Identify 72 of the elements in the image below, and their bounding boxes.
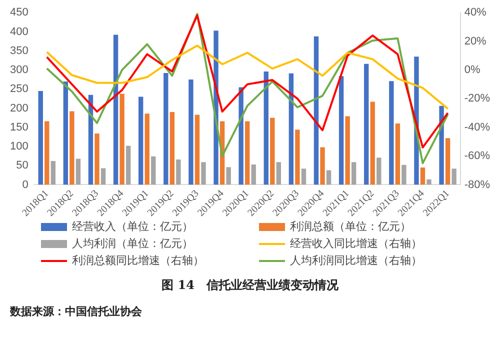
bar — [244, 121, 250, 185]
y-tick-label: 450 — [10, 6, 28, 19]
bar — [270, 118, 275, 185]
bar — [50, 161, 56, 185]
bar — [170, 112, 175, 185]
bar — [395, 124, 400, 185]
legend-label: 经营收入（单位：亿元） — [72, 219, 193, 234]
y-tick-label: 150 — [10, 121, 28, 134]
bar — [194, 114, 200, 185]
y2-tick-label: -20% — [464, 92, 490, 105]
bar — [452, 168, 456, 185]
bar — [314, 36, 319, 185]
bar — [44, 121, 50, 185]
bar — [76, 158, 81, 185]
bar — [420, 168, 426, 185]
bar — [370, 102, 375, 185]
bar — [94, 133, 100, 185]
bar — [445, 138, 450, 185]
bar — [226, 167, 231, 185]
bar — [38, 91, 43, 185]
bar — [389, 81, 394, 185]
bar — [138, 96, 144, 185]
bar — [238, 87, 244, 185]
bar — [70, 111, 74, 185]
bar — [402, 164, 406, 185]
y-tick-label: 200 — [10, 102, 28, 114]
bar — [301, 168, 306, 185]
source-note: 数据来源：中国信托业协会 — [10, 304, 143, 319]
bar — [126, 146, 131, 185]
y-tick-label: 400 — [10, 26, 28, 38]
bar — [364, 64, 369, 185]
y-tick-label: 50 — [16, 160, 28, 172]
bar — [338, 76, 344, 185]
bar — [288, 73, 294, 185]
bar — [320, 147, 325, 185]
y2-tick-label: 40% — [464, 6, 487, 19]
bar — [439, 106, 444, 185]
y2-tick-label: 20% — [464, 35, 487, 48]
y-tick-label: 0 — [22, 178, 28, 191]
legend-label: 人均利润同比增速（右轴） — [290, 253, 422, 268]
bar — [176, 159, 181, 185]
y2-tick-label: -40% — [464, 121, 490, 134]
bar — [113, 34, 118, 185]
bar — [251, 164, 256, 185]
text: 图 14 信托业经营业绩变动情况 — [160, 277, 340, 294]
y-tick-label: 250 — [10, 83, 28, 96]
legend-label: 利润总额同比增速（右轴） — [72, 253, 204, 268]
bar — [264, 72, 268, 185]
bar — [326, 170, 332, 185]
y2-tick-label: 0% — [464, 64, 480, 76]
y2-tick-label: -80% — [464, 178, 490, 191]
bar — [164, 73, 168, 185]
y-tick-label: 350 — [10, 44, 28, 57]
bar — [201, 162, 206, 185]
bar — [63, 81, 68, 185]
bar — [151, 156, 156, 185]
bar — [426, 179, 432, 185]
bar — [351, 162, 356, 185]
bar — [100, 168, 106, 185]
bar — [376, 158, 382, 185]
legend-label: 利润总额（单位：亿元） — [290, 219, 411, 234]
y-tick-label: 100 — [10, 140, 28, 153]
bar — [144, 114, 150, 185]
bar — [188, 80, 194, 185]
bar — [295, 130, 300, 185]
legend-label: 人均利润（单位：亿元） — [72, 236, 193, 251]
bar — [120, 94, 124, 185]
legend-label: 经营收入同比增速（右轴） — [290, 236, 422, 251]
bar — [345, 116, 350, 185]
bar — [276, 162, 282, 185]
y-tick-label: 300 — [10, 64, 28, 76]
y2-tick-label: -60% — [464, 150, 490, 162]
